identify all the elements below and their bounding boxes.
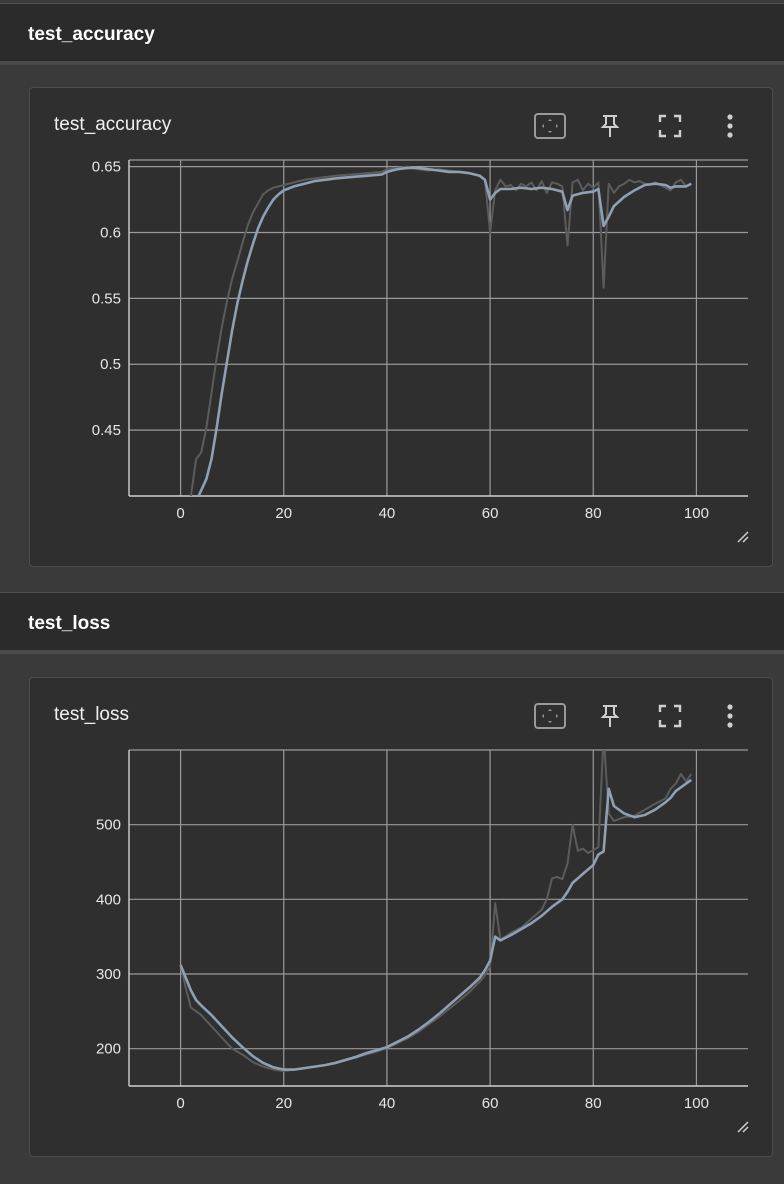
- fit-domain-button[interactable]: [533, 700, 567, 732]
- section-header-test-accuracy[interactable]: test_accuracy: [0, 3, 784, 65]
- chart-card-test-accuracy: test_accuracy 0 20 40 60 80 100 0.45 0.5 0.55 0.6…: [29, 87, 773, 567]
- pin-icon: [600, 115, 620, 137]
- more-vert-icon: [727, 704, 733, 728]
- x-tick-label: 80: [585, 505, 602, 522]
- section-header-test-loss[interactable]: test_loss: [0, 592, 784, 654]
- x-tick-label: 40: [379, 505, 396, 522]
- y-tick-label: 500: [96, 817, 121, 834]
- fullscreen-icon: [658, 704, 682, 728]
- x-tick-label: 0: [176, 505, 184, 522]
- x-tick-label: 40: [379, 1095, 396, 1112]
- fullscreen-icon: [658, 114, 682, 138]
- resize-handle-icon[interactable]: [736, 1120, 750, 1134]
- y-tick-label: 0.45: [92, 422, 121, 439]
- smoothed-series-line: [197, 166, 692, 496]
- x-tick-label: 20: [275, 1095, 292, 1112]
- section-title: test_loss: [28, 613, 111, 634]
- section-title: test_accuracy: [28, 24, 155, 45]
- x-tick-label: 100: [684, 505, 709, 522]
- line-chart-test-loss[interactable]: 0 20 40 60 80 100 200 300 400 500: [30, 678, 772, 1156]
- smoothed-series-line: [179, 778, 693, 1071]
- x-tick-label: 80: [585, 1095, 602, 1112]
- card-title: test_loss: [54, 704, 129, 725]
- fit-domain-icon: [534, 113, 566, 139]
- fit-domain-icon: [534, 703, 566, 729]
- chart-card-test-loss: test_loss 0 20 40 60 80 100 200 300 400 500: [29, 677, 773, 1157]
- x-tick-label: 20: [275, 505, 292, 522]
- more-vert-icon: [727, 114, 733, 138]
- more-options-button[interactable]: [713, 700, 747, 732]
- y-tick-label: 200: [96, 1041, 121, 1058]
- y-tick-label: 0.65: [92, 159, 121, 176]
- y-tick-label: 300: [96, 966, 121, 983]
- more-options-button[interactable]: [713, 110, 747, 142]
- pin-button[interactable]: [593, 700, 627, 732]
- y-tick-label: 0.5: [100, 356, 121, 373]
- resize-handle-icon[interactable]: [736, 530, 750, 544]
- card-title: test_accuracy: [54, 114, 172, 135]
- card-toolbar: [533, 700, 748, 732]
- fit-domain-button[interactable]: [533, 110, 567, 142]
- x-tick-label: 0: [176, 1095, 184, 1112]
- card-toolbar: [533, 110, 748, 142]
- x-tick-label: 60: [482, 505, 499, 522]
- raw-series-line: [189, 165, 692, 496]
- y-tick-label: 400: [96, 891, 121, 908]
- pin-button[interactable]: [593, 110, 627, 142]
- raw-series-line: [179, 750, 693, 1073]
- line-chart-test-accuracy[interactable]: 0 20 40 60 80 100 0.45 0.5 0.55 0.6 0.65: [30, 88, 772, 566]
- pin-icon: [600, 705, 620, 727]
- fullscreen-button[interactable]: [653, 110, 687, 142]
- y-tick-label: 0.6: [100, 224, 121, 241]
- fullscreen-button[interactable]: [653, 700, 687, 732]
- y-tick-label: 0.55: [92, 290, 121, 307]
- x-tick-label: 100: [684, 1095, 709, 1112]
- x-tick-label: 60: [482, 1095, 499, 1112]
